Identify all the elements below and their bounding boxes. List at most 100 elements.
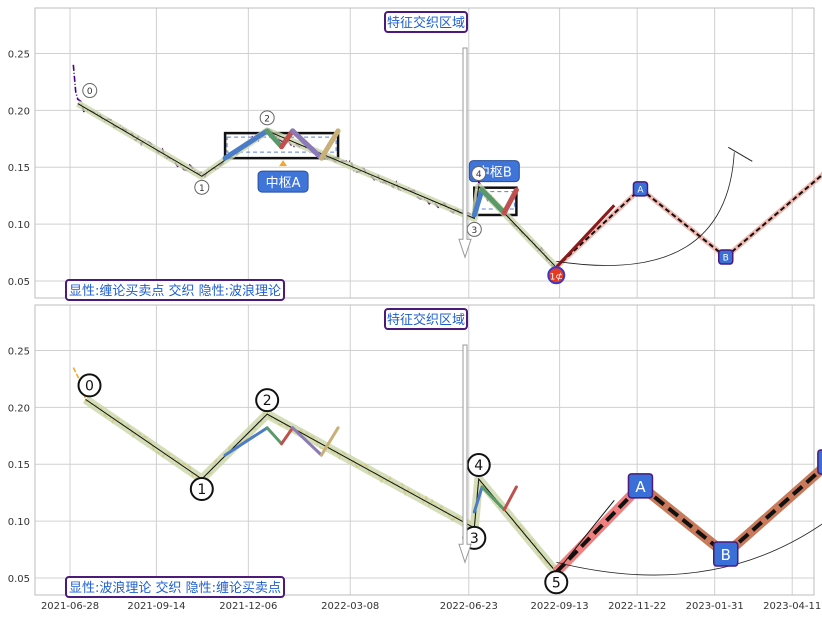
projection-arc: [556, 523, 822, 576]
pivot-label: 2: [264, 114, 270, 124]
pivot-marker: [189, 477, 214, 501]
projection-marker: [627, 473, 654, 499]
panel-1: 0.050.100.150.200.25中枢A中枢B012341⊄ABC特征交织…: [8, 7, 822, 301]
projection-marker: [713, 541, 739, 567]
y-tick-label: 0.15: [8, 163, 30, 174]
pivot-label: 0: [85, 378, 94, 394]
wave-line: [85, 398, 557, 573]
zone-stroke: [223, 426, 269, 457]
x-tick-label: 2023-04-11: [763, 601, 821, 612]
x-tick-label: 2021-09-14: [127, 601, 185, 612]
chart-title: 特征交织区域: [387, 15, 465, 31]
projection-arc: [556, 152, 735, 266]
pivot-label: 0: [87, 87, 93, 97]
projection-line: [724, 466, 822, 556]
zone-stroke: [291, 426, 323, 457]
wave-line: [77, 103, 557, 268]
title-box: [384, 308, 468, 330]
y-tick-label: 0.25: [8, 346, 30, 357]
pivot-label: 4: [474, 458, 483, 474]
zone-stroke: [479, 187, 507, 216]
x-tick-label: 2022-09-13: [531, 601, 589, 612]
pivot-marker: [544, 570, 569, 595]
bsp-marker: [547, 266, 566, 285]
pivot-label: 4: [476, 170, 482, 180]
zone-label: 中枢B: [477, 166, 512, 181]
projection-marker: [632, 181, 649, 197]
y-tick-label: 0.20: [8, 106, 30, 117]
panel-2: 0.05 0.10 0.15 0.20 0.25 2021-06-28 2021-09-14…: [8, 304, 822, 612]
annotation-text: 显性:缠论买卖点 交织 隐性:波浪理论: [69, 283, 281, 299]
breakout-line: [555, 499, 615, 573]
zone-stroke: [279, 128, 296, 150]
title-box: [384, 11, 468, 33]
title-arrow: [458, 47, 472, 259]
zone-stroke: [265, 426, 284, 446]
projection-label: B: [723, 254, 729, 264]
bsp-label: 1⊄: [550, 272, 563, 282]
zone-stroke: [222, 128, 270, 161]
title-arrow: [458, 344, 472, 564]
x-tick-label: 2023-01-31: [686, 601, 744, 612]
projection-label: A: [637, 185, 644, 195]
y-tick-label: 0.15: [8, 460, 30, 471]
zone-stroke: [472, 485, 484, 514]
annotation-box: [65, 576, 285, 598]
chart-title: 特征交织区域: [387, 312, 465, 328]
projection-line: [725, 173, 822, 258]
annotation-text: 显性:波浪理论 交织 隐性:缠论买卖点: [69, 580, 281, 596]
projection-line: [554, 484, 642, 574]
projection-label: A: [635, 478, 646, 496]
wave-band: [75, 100, 559, 270]
plot-frame: [34, 7, 815, 299]
x-tick-label: 2022-03-08: [321, 601, 379, 612]
y-tick-label: 0.10: [8, 517, 30, 528]
y-tick-label: 0.05: [8, 277, 30, 288]
pivot-marker: [255, 388, 280, 413]
plot-frame: [34, 304, 815, 596]
projection-marker: [718, 249, 734, 265]
projection-label: B: [721, 546, 731, 564]
pivot-marker: [471, 166, 487, 182]
arc-cap: [728, 146, 753, 162]
annotation-box: [65, 279, 285, 301]
zone-stroke: [471, 187, 485, 218]
projection-line: [639, 484, 728, 556]
pivot-label: 5: [552, 575, 561, 591]
pivot-marker: [194, 179, 210, 195]
pivot-label: 1: [197, 482, 206, 498]
zone-stroke: [280, 426, 295, 446]
pivot-marker: [259, 110, 275, 126]
y-tick-label: 0.25: [8, 49, 30, 60]
projection-marker: [817, 449, 822, 475]
pivot-marker: [77, 373, 102, 398]
y-tick-label: 0.05: [8, 574, 30, 585]
zone-label: 中枢A: [266, 176, 301, 191]
zone-stroke: [502, 485, 518, 512]
x-tick-label: 2021-06-28: [41, 601, 99, 612]
zone-stroke: [318, 128, 341, 161]
x-tick-label: 2022-11-22: [608, 601, 666, 612]
x-tick-label: 2022-06-23: [440, 601, 498, 612]
zone-stroke: [319, 426, 340, 457]
y-tick-label: 0.20: [8, 403, 30, 414]
zone-arrow: [279, 160, 288, 167]
pivot-label: 1: [199, 184, 205, 194]
pivot-marker: [466, 453, 491, 477]
y-tick-label: 0.10: [8, 220, 30, 231]
zone-stroke: [501, 187, 519, 216]
x-tick-label: 2021-12-06: [219, 601, 277, 612]
zone-stroke: [480, 485, 506, 512]
breakout-line: [555, 204, 616, 269]
pivot-label: 2: [263, 393, 272, 409]
pivot-marker: [82, 83, 98, 99]
pivot-label: 3: [471, 226, 477, 236]
zone-stroke: [290, 128, 324, 161]
zone-stroke: [264, 128, 285, 150]
pivot-zone-box: [223, 131, 340, 160]
pivot-label: 3: [470, 531, 479, 547]
projection-line: [639, 188, 727, 258]
zone-label-box: [257, 170, 309, 193]
pivot-zone-inner: [226, 136, 337, 153]
